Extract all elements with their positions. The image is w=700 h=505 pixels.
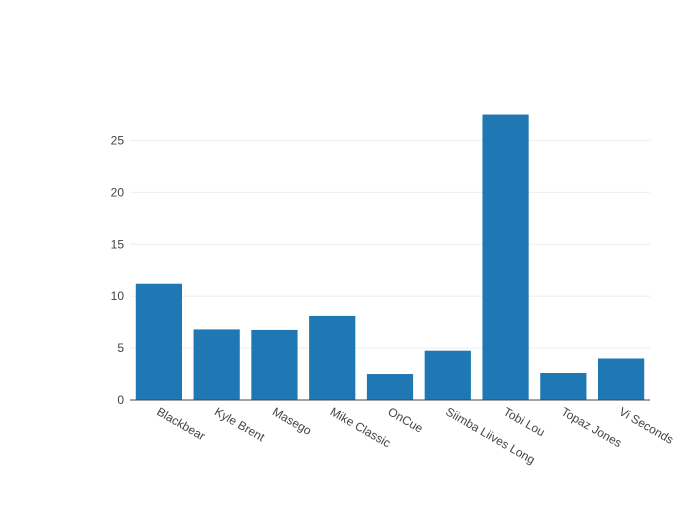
x-tick-label: Mike Classic xyxy=(328,404,393,450)
y-tick-label: 15 xyxy=(111,237,125,251)
x-tick-label: Masego xyxy=(270,404,314,438)
bar-tobi-lou xyxy=(482,114,529,401)
bars xyxy=(135,114,645,401)
bar-blackbear xyxy=(135,283,182,400)
bar-oncue xyxy=(366,374,414,400)
bar-mike-classic xyxy=(309,315,356,400)
y-tick-label: 0 xyxy=(117,393,124,407)
bar-kyle-brent xyxy=(193,329,240,400)
gridlines xyxy=(130,139,650,349)
bar-siimba-liives-long xyxy=(424,350,471,400)
y-tick-label: 5 xyxy=(117,341,124,355)
x-tick-label: Topaz Jones xyxy=(559,404,624,450)
x-tick-label: Blackbear xyxy=(154,404,207,443)
y-tick-label: 25 xyxy=(111,133,125,147)
bar-topaz-jones xyxy=(540,373,587,400)
y-tick-label: 20 xyxy=(111,185,125,199)
bar-masego xyxy=(251,329,298,400)
x-tick-label: Tobi Lou xyxy=(501,404,547,439)
x-tick-labels: Blackbear Kyle Brent Masego Mike ClassicOnC… xyxy=(154,404,676,466)
x-tick-label: Vi Seconds xyxy=(617,404,676,446)
x-tick-label: Kyle Brent xyxy=(212,404,268,444)
x-tick-label: OnCue xyxy=(386,404,426,435)
y-tick-label: 10 xyxy=(111,289,125,303)
y-tick-labels: 0 5 10 15 20 25 xyxy=(111,133,125,407)
bar-vi-seconds xyxy=(598,358,645,400)
